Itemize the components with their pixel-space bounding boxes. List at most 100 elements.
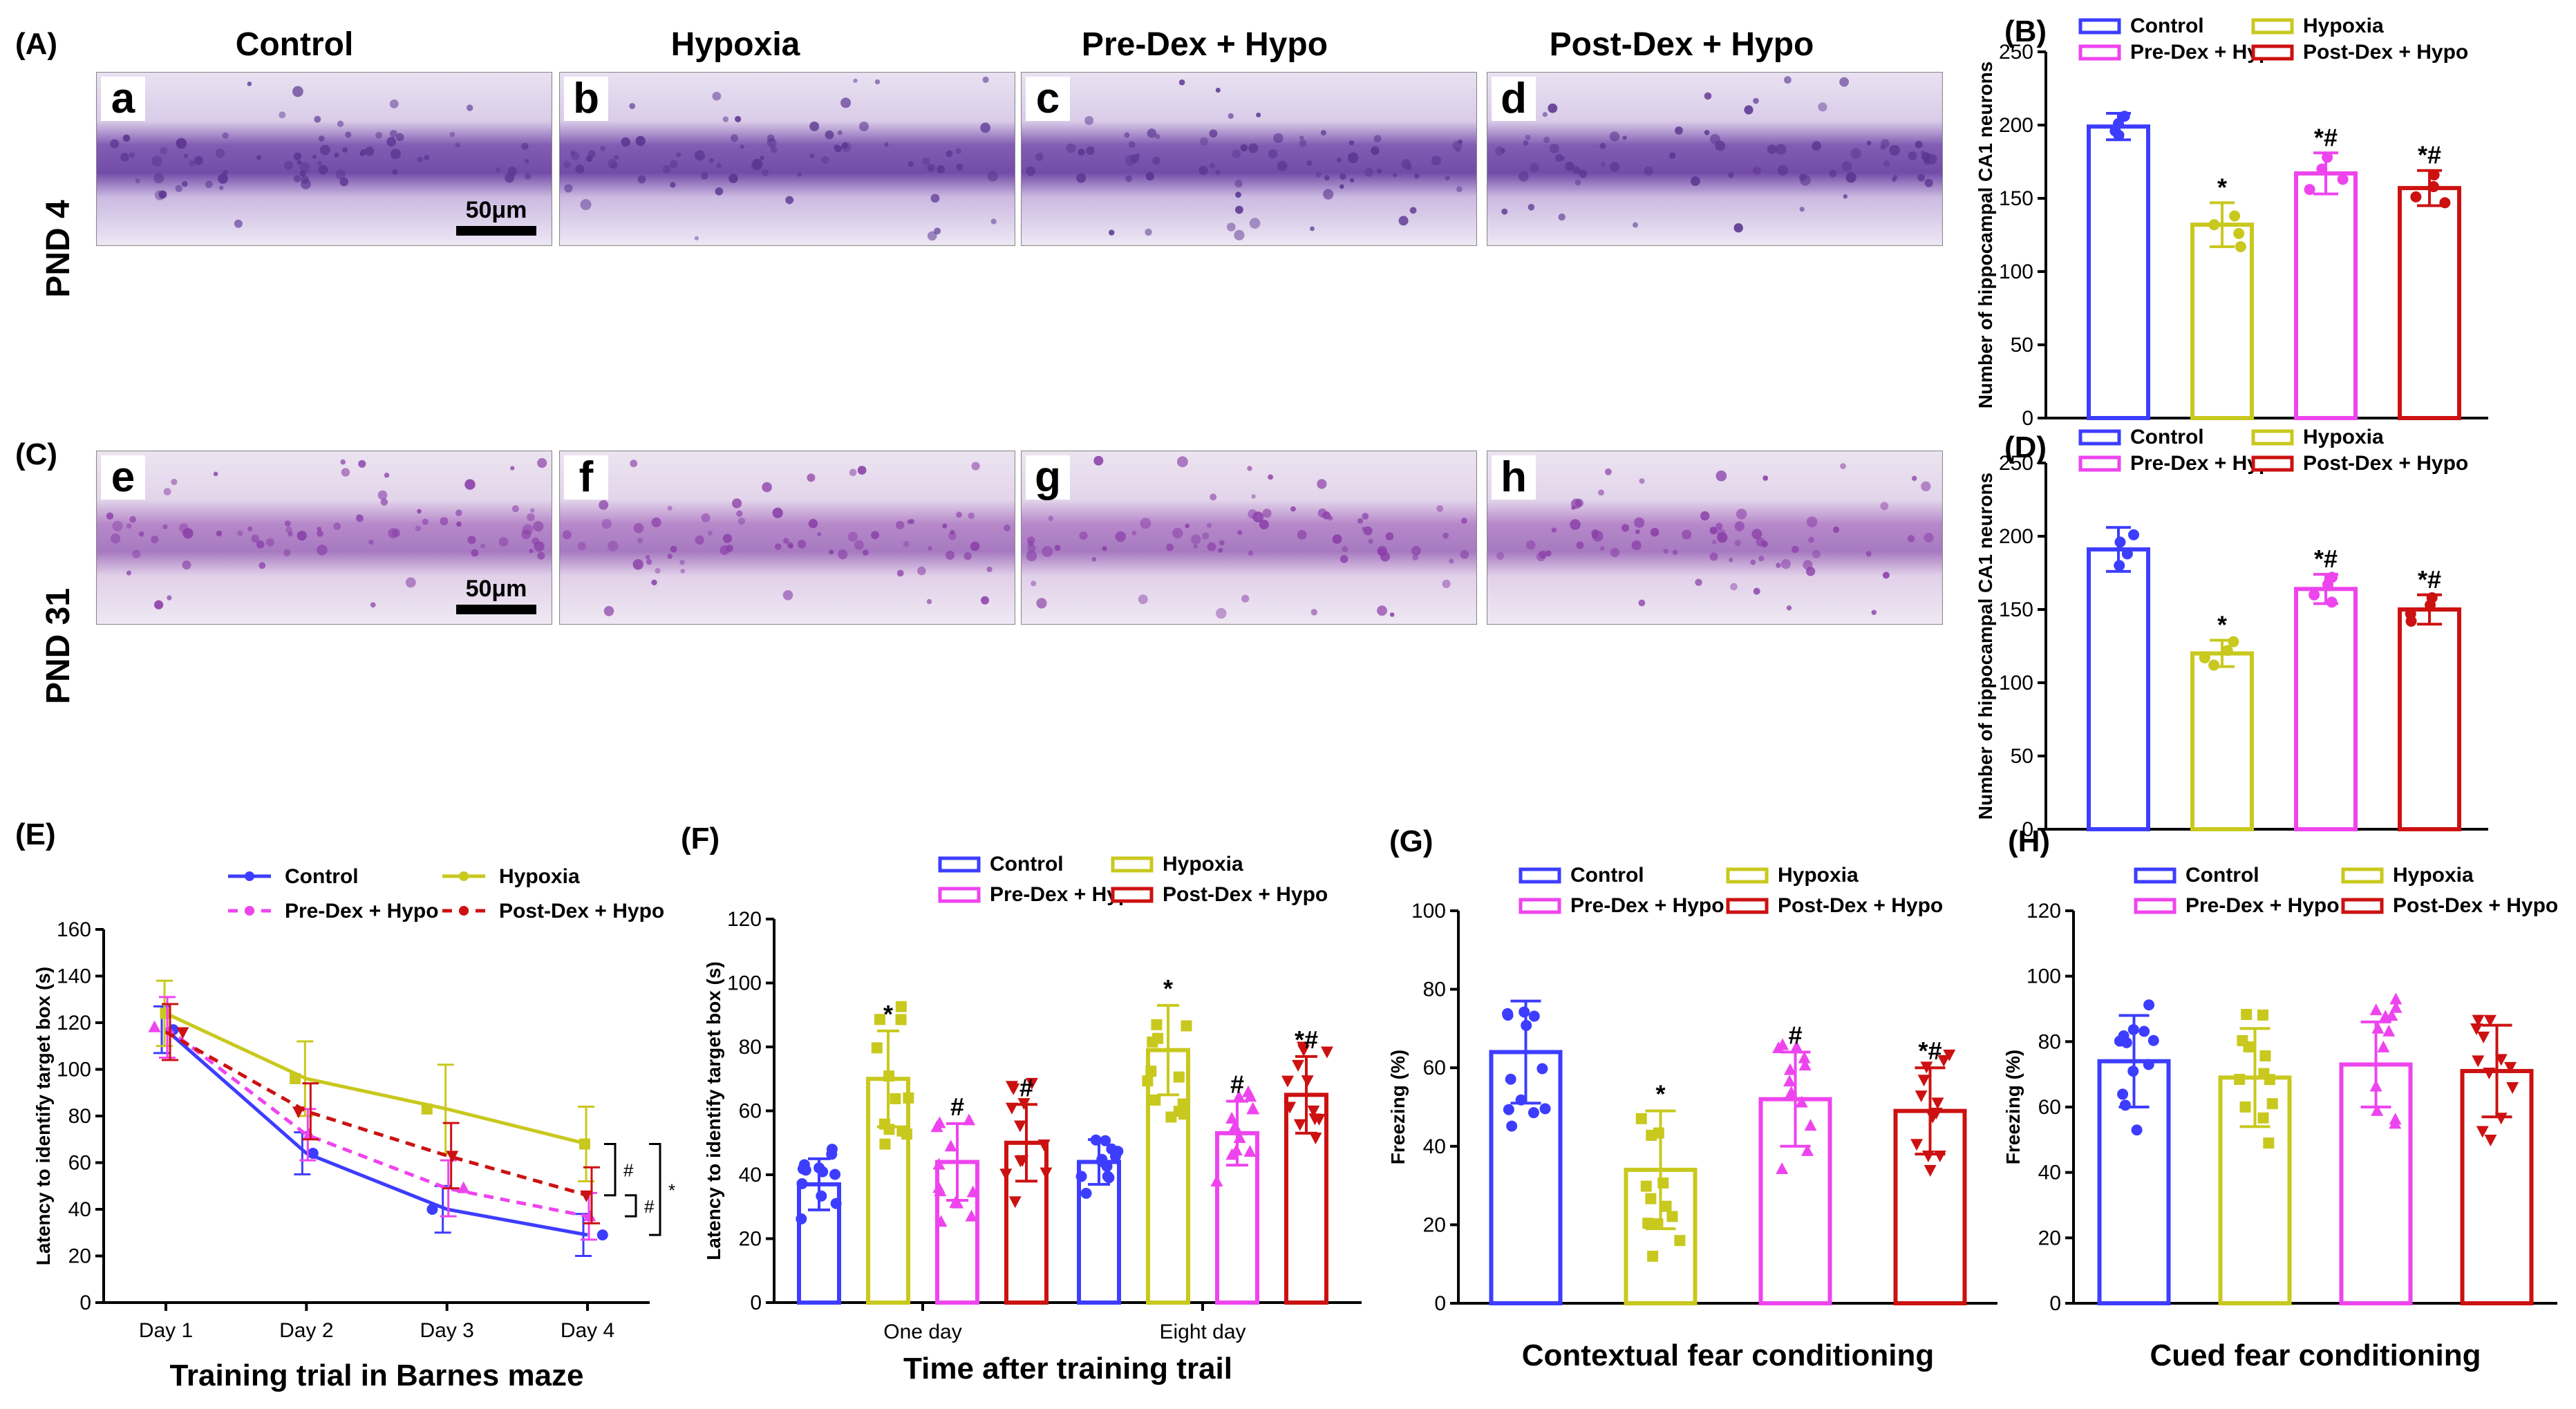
data-point-pre-dex-hypo: [148, 1020, 161, 1032]
neuron-cell: [1048, 516, 1054, 521]
data-point-hypoxia: [1151, 1019, 1163, 1030]
y-tick-label: 200: [1999, 114, 2033, 137]
neuron-cell: [903, 541, 910, 547]
neuron-cell: [1339, 184, 1344, 189]
x-tick-label: Day 2: [279, 1319, 333, 1342]
neuron-cell: [712, 91, 722, 101]
data-point-post-dex-hypo: [2405, 608, 2416, 620]
neuron-cell: [1436, 504, 1444, 512]
neuron-cell: [1227, 223, 1236, 231]
data-point-pre-dex-hypo: [1228, 1119, 1241, 1132]
legend-swatch-post-dex-hypo: [1111, 887, 1154, 903]
neuron-cell: [1251, 494, 1256, 499]
letter-badge: [564, 455, 608, 500]
neuron-cell: [480, 543, 485, 549]
data-point-control: [1106, 1143, 1118, 1155]
neuron-cell: [1599, 546, 1605, 551]
data-point-post-dex-hypo: [1037, 1140, 1051, 1152]
neuron-cell: [1518, 171, 1529, 182]
data-point-pre-dex-hypo: [933, 1116, 946, 1128]
bar-pre-dex-hypo: [2294, 171, 2358, 421]
neuron-cell: [1548, 103, 1558, 113]
neuron-cell: [1414, 173, 1420, 179]
neuron-cell: [736, 510, 743, 517]
data-point-pre-dex-hypo: [303, 1128, 316, 1140]
neuron-cell: [1172, 527, 1183, 539]
neuron-cell: [340, 459, 346, 465]
neuron-cell: [884, 142, 889, 147]
neuron-cell: [829, 549, 834, 555]
neuron-cell: [175, 185, 182, 192]
neuron-cell: [1357, 518, 1364, 524]
data-point-control: [1096, 1155, 1107, 1167]
data-point-pre-dex-hypo: [2369, 1079, 2382, 1092]
data-point-post-dex-hypo: [446, 1151, 459, 1163]
column-title-hypoxia: Hypoxia: [671, 26, 800, 63]
column-title-pre-dex: Pre-Dex + Hypo: [1082, 26, 1328, 63]
neuron-cell: [1644, 166, 1653, 176]
legend-marker-pre-dex-hypo: [245, 906, 254, 916]
neuron-cell: [527, 513, 535, 522]
data-point-post-dex-hypo: [1284, 1101, 1297, 1114]
neuron-cell: [285, 526, 292, 533]
data-point-post-dex-hypo: [2484, 1134, 2497, 1146]
data-point-hypoxia: [871, 1042, 883, 1054]
data-point-pre-dex-hypo: [934, 1215, 948, 1227]
legend-label-control: Control: [2130, 426, 2204, 448]
bar-control: [2087, 124, 2150, 420]
data-point-control: [2114, 1035, 2125, 1047]
neuron-cell: [110, 139, 120, 149]
neuron-cell: [1273, 133, 1284, 144]
data-point-control: [2119, 1099, 2131, 1111]
legend-swatch-control: [2078, 18, 2121, 35]
neuron-cell: [1923, 158, 1930, 165]
neuron-cell: [1695, 578, 1702, 586]
neuron-cell: [1339, 555, 1348, 563]
neuron-cell: [182, 560, 191, 570]
neuron-cell: [701, 513, 711, 522]
x-axis-label: Training trial in Barnes maze: [169, 1359, 583, 1392]
data-point-pre-dex-hypo: [951, 1196, 964, 1209]
data-point-post-dex-hypo: [1910, 1139, 1924, 1151]
neuron-cell: [1663, 549, 1668, 554]
data-point-hypoxia: [1674, 1235, 1686, 1247]
neuron-cell: [610, 162, 618, 169]
legend-swatch-pre-dex-hypo: [2078, 44, 2121, 61]
neuron-cell: [680, 569, 685, 574]
data-point-post-dex-hypo: [2472, 1014, 2485, 1027]
significance-marker: *: [883, 1000, 893, 1028]
y-tick-label: 0: [1434, 1292, 1446, 1315]
neuron-cell: [1889, 144, 1900, 156]
x-tick-label: Eight day: [1159, 1321, 1245, 1343]
neuron-cell: [1570, 519, 1581, 530]
neuron-cell: [1806, 516, 1818, 528]
neuron-cell: [1299, 135, 1304, 140]
neuron-cell: [1924, 533, 1934, 543]
y-tick-label: 20: [68, 1245, 91, 1268]
neuron-cell: [1315, 171, 1322, 178]
data-point-control: [1527, 1107, 1539, 1119]
data-point-control: [1528, 1010, 1540, 1022]
data-point-control: [829, 1169, 841, 1180]
data-point-hypoxia: [2264, 1074, 2275, 1086]
neuron-cell: [783, 538, 789, 544]
neuron-cell: [358, 460, 366, 468]
legend-label-post-dex-hypo: Post-Dex + Hypo: [2303, 452, 2468, 475]
y-tick-label: 60: [739, 1100, 762, 1123]
neuron-cell: [1093, 455, 1104, 466]
y-tick-label: 0: [2022, 407, 2033, 430]
micrograph-letter: f: [579, 453, 594, 501]
neuron-cell: [707, 530, 713, 536]
neuron-cell: [1634, 517, 1645, 528]
neuron-cell: [564, 184, 573, 193]
neuron-cell: [1234, 180, 1243, 188]
y-tick-label: 80: [68, 1105, 91, 1128]
neuron-cell: [182, 528, 194, 539]
neuron-cell: [614, 155, 619, 160]
neuron-cell: [1262, 509, 1272, 518]
neuron-cell: [1917, 173, 1926, 182]
neuron-cell: [1310, 609, 1318, 616]
neuron-cell: [1145, 228, 1152, 236]
neuron-cell: [467, 536, 476, 545]
neuron-cell: [1026, 550, 1037, 562]
